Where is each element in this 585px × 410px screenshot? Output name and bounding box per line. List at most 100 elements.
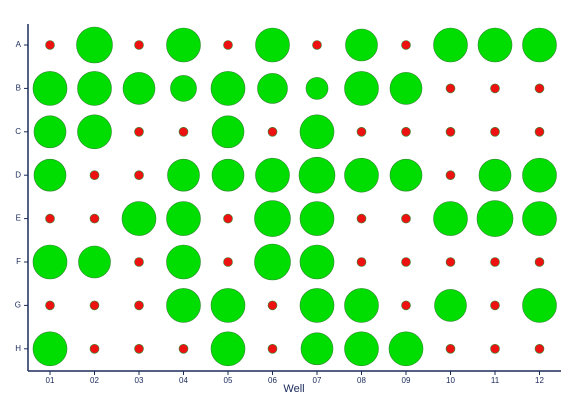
bubble bbox=[89, 170, 100, 180]
x-axis-title: Well bbox=[283, 383, 304, 395]
y-tick-label: B bbox=[16, 84, 21, 93]
x-tick-label: 05 bbox=[224, 376, 233, 385]
bubble bbox=[255, 27, 290, 63]
bubble bbox=[477, 27, 513, 63]
x-tick-label: 07 bbox=[313, 376, 322, 385]
bubble bbox=[77, 114, 112, 150]
bubble bbox=[223, 213, 233, 224]
y-tick-label: D bbox=[15, 170, 21, 179]
bubble bbox=[134, 40, 144, 50]
bubble bbox=[89, 300, 100, 311]
bubble bbox=[134, 127, 144, 137]
bubble bbox=[445, 127, 456, 137]
bubble bbox=[490, 83, 500, 94]
bubble bbox=[401, 127, 411, 137]
bubble bbox=[522, 201, 557, 236]
bubble bbox=[356, 257, 367, 267]
bubble bbox=[534, 343, 545, 354]
bubble bbox=[490, 257, 500, 267]
bubble bbox=[45, 40, 55, 50]
bubble bbox=[305, 77, 329, 100]
bubble bbox=[134, 300, 144, 311]
bubble bbox=[299, 201, 335, 236]
bubble bbox=[401, 40, 411, 50]
bubble bbox=[32, 331, 68, 367]
bubble bbox=[389, 158, 423, 192]
bubble bbox=[401, 213, 411, 224]
bubble bbox=[299, 288, 335, 323]
bubble bbox=[167, 158, 200, 192]
bubble bbox=[267, 300, 278, 311]
bubble bbox=[299, 114, 335, 150]
bubble bbox=[534, 127, 545, 137]
bubble bbox=[344, 157, 379, 193]
bubble bbox=[166, 288, 201, 323]
bubble bbox=[33, 158, 67, 192]
bubble bbox=[33, 115, 67, 149]
bubble bbox=[166, 27, 201, 63]
bubble bbox=[45, 300, 55, 311]
bubble bbox=[78, 245, 111, 279]
bubble bbox=[522, 27, 557, 63]
bubble bbox=[312, 40, 322, 50]
bubble bbox=[445, 257, 456, 267]
bubble bbox=[356, 213, 367, 224]
bubble bbox=[522, 288, 557, 323]
bubble bbox=[534, 83, 545, 94]
bubble bbox=[389, 72, 423, 105]
y-tick-label: H bbox=[15, 344, 21, 353]
bubble bbox=[433, 201, 468, 236]
y-tick-label: E bbox=[16, 214, 21, 223]
x-tick-label: 08 bbox=[357, 376, 366, 385]
bubble bbox=[32, 71, 68, 106]
bubble bbox=[178, 343, 189, 354]
bubble bbox=[445, 83, 456, 94]
bubble bbox=[223, 40, 233, 50]
bubble bbox=[490, 300, 500, 311]
bubble bbox=[89, 343, 100, 354]
bubble bbox=[267, 127, 278, 137]
bubble bbox=[122, 72, 156, 105]
bubble bbox=[300, 332, 334, 366]
bubble bbox=[445, 343, 456, 354]
bubble bbox=[121, 201, 157, 236]
bubble bbox=[32, 244, 68, 280]
x-tick-label: 10 bbox=[446, 376, 455, 385]
x-tick-label: 01 bbox=[46, 376, 55, 385]
bubble bbox=[344, 71, 379, 106]
bubble bbox=[166, 244, 201, 280]
bubble bbox=[45, 213, 55, 224]
bubble bbox=[257, 73, 288, 104]
x-tick-label: 11 bbox=[491, 376, 500, 385]
bubble bbox=[345, 28, 378, 62]
bubble bbox=[134, 170, 144, 180]
bubble bbox=[76, 26, 113, 64]
bubble bbox=[166, 201, 201, 236]
bubble bbox=[490, 127, 500, 137]
bubble bbox=[211, 158, 245, 192]
bubble bbox=[134, 257, 144, 267]
bubble bbox=[534, 257, 545, 267]
bubble bbox=[490, 343, 500, 354]
bubble bbox=[254, 200, 291, 237]
x-tick-label: 06 bbox=[268, 376, 277, 385]
bubble bbox=[211, 115, 245, 149]
bubble bbox=[299, 244, 335, 280]
bubble bbox=[254, 243, 291, 281]
bubble bbox=[433, 27, 468, 63]
bubble bbox=[223, 257, 233, 267]
bubble bbox=[298, 156, 336, 194]
bubble bbox=[210, 288, 246, 323]
bubble bbox=[170, 75, 197, 102]
bubble bbox=[210, 71, 246, 106]
bubble bbox=[344, 288, 379, 323]
bubble bbox=[178, 127, 189, 137]
bubble bbox=[434, 289, 467, 322]
y-tick-label: A bbox=[16, 40, 22, 49]
y-tick-label: G bbox=[15, 301, 21, 310]
bubble bbox=[522, 157, 557, 193]
bubble bbox=[476, 200, 514, 237]
bubble bbox=[401, 300, 411, 311]
